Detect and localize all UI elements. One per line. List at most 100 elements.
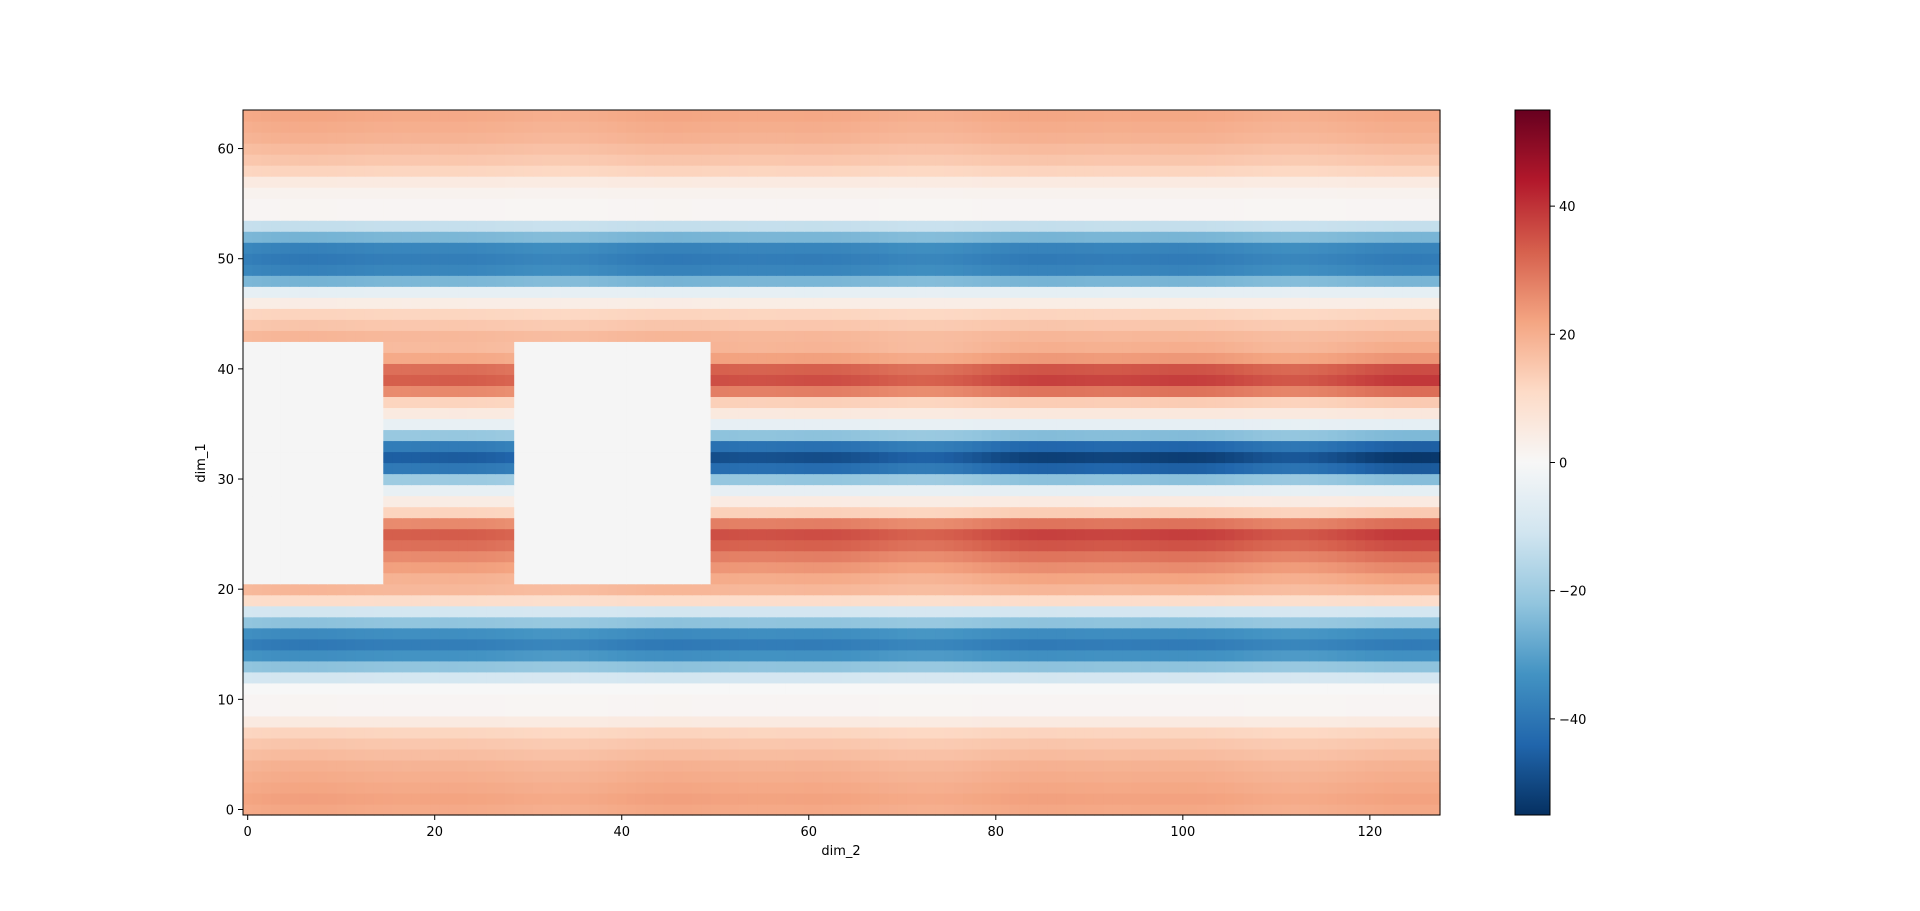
heatmap-cell [953,495,964,508]
heatmap-cell [1159,561,1170,574]
heatmap-cell [860,572,871,585]
heatmap-cell [710,528,721,541]
heatmap-cell [243,649,253,662]
heatmap-cell [1112,495,1123,508]
heatmap-cell [252,572,263,585]
heatmap-cell [355,781,366,794]
heatmap-cell [1150,638,1161,651]
heatmap-cell [1346,517,1357,530]
heatmap-cell [1000,385,1011,398]
heatmap-cell [1084,715,1095,728]
heatmap-cell [1327,440,1338,453]
heatmap-cell [804,484,815,497]
heatmap-cell [570,770,581,783]
heatmap-cell [1365,759,1376,772]
heatmap-cell [1271,693,1282,706]
heatmap-cell [392,792,403,805]
heatmap-cell [1355,583,1366,596]
heatmap-cell [785,649,796,662]
heatmap-cell [243,770,253,783]
heatmap-cell [1393,792,1404,805]
heatmap-cell [308,803,319,816]
heatmap-cell [888,506,899,519]
heatmap-cell [392,605,403,618]
heatmap-cell [850,429,861,442]
heatmap-cell [766,594,777,607]
heatmap-cell [271,693,281,706]
heatmap-cell [243,407,253,420]
heatmap-cell [869,605,880,618]
heatmap-cell [1028,418,1039,431]
heatmap-cell [832,572,843,585]
heatmap-cell [1112,440,1123,453]
heatmap-cell [252,407,263,420]
heatmap-cell [1252,594,1263,607]
heatmap-cell [1037,671,1048,684]
heatmap-cell [822,671,833,684]
heatmap-cell [1252,627,1263,640]
heatmap-cell [1028,715,1039,728]
heatmap-cell [271,583,281,596]
heatmap-cell [1430,539,1441,552]
heatmap-cell [888,539,899,552]
heatmap-cell [813,682,824,695]
heatmap-cell [1168,539,1179,552]
heatmap-cell [1103,605,1114,618]
heatmap-cell [972,649,983,662]
heatmap-cell [252,550,263,563]
heatmap-cell [972,638,983,651]
heatmap-cell [1131,660,1142,673]
heatmap-cell [401,462,412,475]
heatmap-cell [925,583,936,596]
heatmap-cell [878,693,889,706]
heatmap-cell [458,440,469,453]
heatmap-cell [1271,792,1282,805]
heatmap-cell [439,660,450,673]
heatmap-cell [1009,671,1020,684]
heatmap-cell [1159,638,1170,651]
heatmap-cell [1206,462,1217,475]
heatmap-cell [1281,748,1291,761]
heatmap-cell [542,726,553,739]
heatmap-cell [1009,528,1020,541]
heatmap-cell [1383,605,1394,618]
heatmap-cell [888,418,899,431]
heatmap-cell [785,429,796,442]
heatmap-cell [1075,407,1086,420]
heatmap-cell [1056,484,1067,497]
heatmap-cell [1365,605,1376,618]
heatmap-cell [373,407,384,420]
heatmap-cell [654,693,665,706]
heatmap-cell [1112,418,1123,431]
heatmap-cell [794,528,805,541]
heatmap-cell [1028,484,1039,497]
heatmap-cell [364,748,375,761]
heatmap-cell [252,715,263,728]
heatmap-cell [280,484,291,497]
heatmap-cell [906,561,917,574]
heatmap-cell [280,671,291,684]
heatmap-cell [906,704,917,717]
heatmap-cell [1019,660,1030,673]
heatmap-cell [897,759,908,772]
heatmap-cell [1150,693,1161,706]
heatmap-cell [280,528,291,541]
heatmap-cell [1168,451,1179,464]
heatmap-cell [401,792,412,805]
heatmap-cell [401,385,412,398]
heatmap-cell [401,451,412,464]
heatmap-cell [878,792,889,805]
heatmap-cell [1065,748,1076,761]
heatmap-cell [1337,583,1348,596]
heatmap-cell [804,638,815,651]
heatmap-cell [411,440,422,453]
heatmap-cell [430,759,440,772]
heatmap-cell [888,715,899,728]
heatmap-cell [579,792,590,805]
heatmap-cell [860,605,871,618]
heatmap-cell [925,484,936,497]
heatmap-cell [944,451,955,464]
heatmap-cell [243,495,253,508]
heatmap-cell [747,550,758,563]
heatmap-cell [654,715,665,728]
